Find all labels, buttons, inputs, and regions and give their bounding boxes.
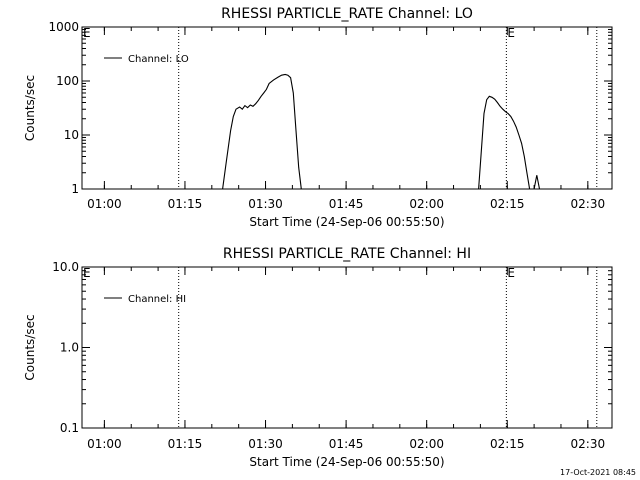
chart-0-x-tick-label: 02:30 [571, 197, 606, 211]
chart-0-title: RHESSI PARTICLE_RATE Channel: LO [221, 6, 473, 22]
chart-1-y-tick-label: 0.1 [60, 421, 79, 435]
chart-0-x-tick-label: 01:45 [329, 197, 364, 211]
hi-channel-panel: RHESSI PARTICLE_RATE Channel: HI 01:00 01:… [23, 246, 613, 469]
chart-1-x-tick-label: 01:15 [168, 437, 203, 451]
chart-0-x-tick-label: 01:00 [87, 197, 122, 211]
chart-0-y-axis-label: Counts/sec [23, 75, 37, 141]
footer-timestamp: 17-Oct-2021 08:45 [560, 468, 636, 477]
chart-1-legend-label: Channel: HI [128, 294, 186, 305]
chart-1-x-tick-label: 02:30 [571, 437, 606, 451]
chart-0-y-tick-label: 10 [64, 128, 79, 142]
chart-1-x-tick-label: 02:15 [490, 437, 525, 451]
chart-1-x-tick-label: 02:00 [409, 437, 444, 451]
chart-1-y-tick-label: 10.0 [52, 260, 79, 274]
chart-0-plot-frame [81, 26, 613, 190]
lo-channel-panel: RHESSI PARTICLE_RATE Channel: LO 01:00 01:… [23, 6, 613, 229]
chart-0-x-tick-label: 01:30 [248, 197, 283, 211]
chart-0-x-tick-label: 01:15 [168, 197, 203, 211]
chart-0-marker-label-left: E [83, 26, 91, 40]
chart-1-y-axis-label: Counts/sec [23, 314, 37, 380]
chart-0-series-line-segment [478, 95, 531, 190]
chart-0-x-axis-label: Start Time (24-Sep-06 00:55:50) [249, 215, 444, 229]
chart-1-x-tick-label: 01:30 [248, 437, 283, 451]
chart-1-y-tick-label: 1.0 [60, 341, 79, 355]
chart-0-legend-label: Channel: LO [128, 54, 189, 65]
chart-0-marker-label: E [507, 26, 515, 40]
chart-0-x-tick-label: 02:00 [409, 197, 444, 211]
chart-0-y-tick-label: 1 [71, 182, 79, 196]
chart-1-marker-label-left: E [83, 266, 91, 280]
chart-0-x-tick-label: 02:15 [490, 197, 525, 211]
chart-1-title: RHESSI PARTICLE_RATE Channel: HI [223, 246, 471, 262]
chart-0-series-line-segment [533, 175, 541, 190]
chart-1-marker-label: E [507, 266, 515, 280]
chart-0-y-tick-label: 100 [56, 74, 79, 88]
chart-1-x-axis-label: Start Time (24-Sep-06 00:55:50) [249, 455, 444, 469]
chart-0-y-tick-label: 1000 [48, 20, 79, 34]
chart-1-x-tick-label: 01:00 [87, 437, 122, 451]
chart-0-series-line-segment [222, 73, 302, 190]
chart-1-plot-frame [81, 266, 613, 429]
chart-1-x-tick-label: 01:45 [329, 437, 364, 451]
